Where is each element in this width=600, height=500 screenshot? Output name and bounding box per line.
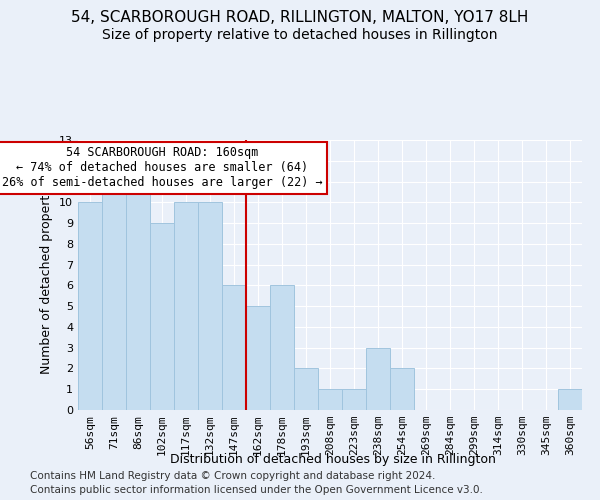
- Y-axis label: Number of detached properties: Number of detached properties: [40, 176, 53, 374]
- Bar: [366, 348, 390, 410]
- Bar: [390, 368, 414, 410]
- Bar: [270, 286, 294, 410]
- Text: 54, SCARBOROUGH ROAD, RILLINGTON, MALTON, YO17 8LH: 54, SCARBOROUGH ROAD, RILLINGTON, MALTON…: [71, 10, 529, 25]
- Bar: [126, 182, 150, 410]
- Bar: [222, 286, 246, 410]
- Bar: [78, 202, 102, 410]
- Text: Distribution of detached houses by size in Rillington: Distribution of detached houses by size …: [170, 452, 496, 466]
- Text: Contains HM Land Registry data © Crown copyright and database right 2024.: Contains HM Land Registry data © Crown c…: [30, 471, 436, 481]
- Text: Contains public sector information licensed under the Open Government Licence v3: Contains public sector information licen…: [30, 485, 483, 495]
- Bar: [150, 223, 174, 410]
- Text: 54 SCARBOROUGH ROAD: 160sqm
← 74% of detached houses are smaller (64)
26% of sem: 54 SCARBOROUGH ROAD: 160sqm ← 74% of det…: [2, 146, 322, 189]
- Bar: [246, 306, 270, 410]
- Bar: [342, 389, 366, 410]
- Text: Size of property relative to detached houses in Rillington: Size of property relative to detached ho…: [102, 28, 498, 42]
- Bar: [294, 368, 318, 410]
- Bar: [318, 389, 342, 410]
- Bar: [558, 389, 582, 410]
- Bar: [198, 202, 222, 410]
- Bar: [102, 182, 126, 410]
- Bar: [174, 202, 198, 410]
